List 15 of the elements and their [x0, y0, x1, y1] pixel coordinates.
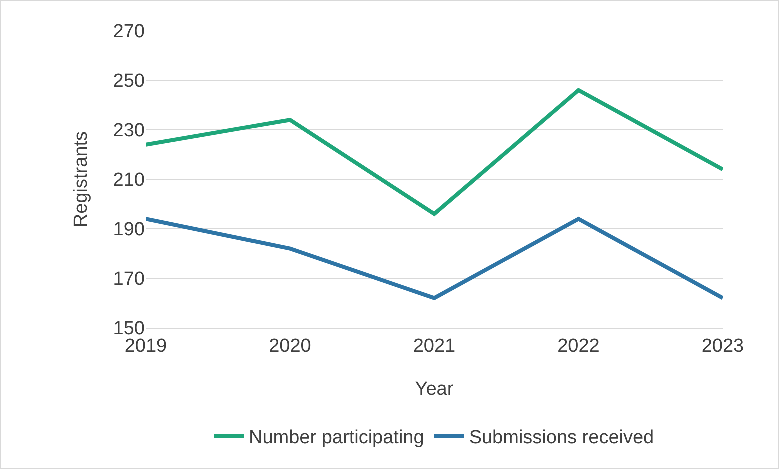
y-tick-label: 270 — [113, 22, 145, 43]
line-series — [146, 88, 723, 216]
y-tick-label: 210 — [113, 170, 145, 192]
x-tick-label: 2021 — [413, 336, 456, 357]
y-tick-label: 230 — [113, 120, 145, 142]
y-tick-label: 170 — [113, 269, 145, 290]
x-tick-label: 2020 — [269, 336, 312, 357]
y-tick-label: 250 — [113, 71, 145, 92]
y-axis-title: Registrants — [71, 131, 92, 228]
x-tick-label: 2022 — [558, 336, 600, 357]
x-tick-label: 2023 — [702, 336, 744, 357]
y-tick-label: 190 — [113, 220, 145, 241]
x-axis-title: Year — [415, 379, 454, 400]
legend-label: Number participating — [249, 427, 424, 448]
legend-label: Submissions received — [469, 427, 654, 448]
